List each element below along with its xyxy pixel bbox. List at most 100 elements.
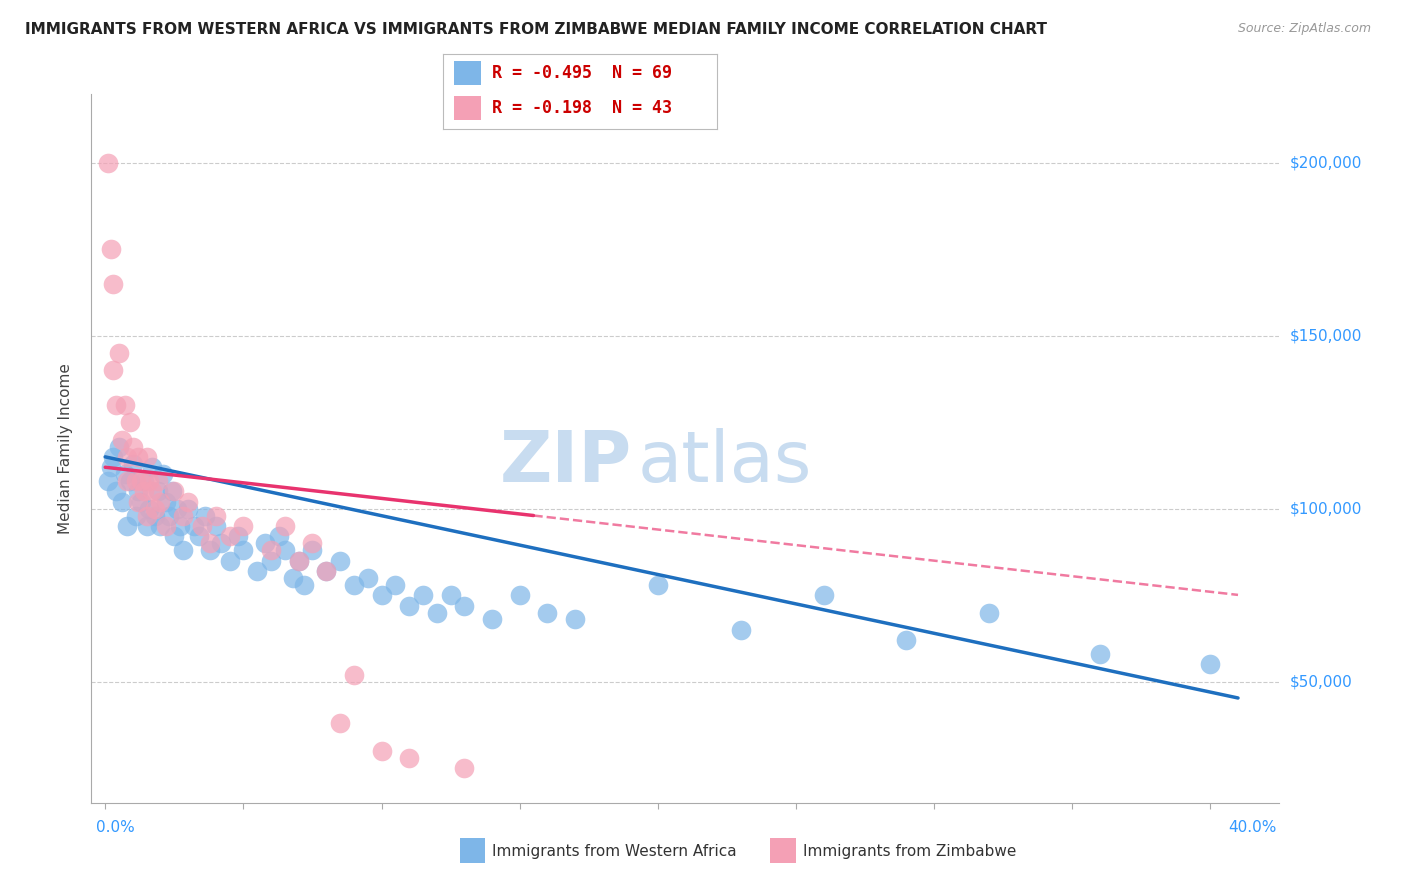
Text: Immigrants from Zimbabwe: Immigrants from Zimbabwe xyxy=(803,845,1017,859)
Point xyxy=(200,543,222,558)
Point xyxy=(146,474,169,488)
Point xyxy=(813,588,835,602)
Point xyxy=(143,508,166,523)
Point xyxy=(124,474,146,488)
Point xyxy=(287,554,309,568)
Point xyxy=(141,460,163,475)
Text: $50,000: $50,000 xyxy=(1289,674,1353,690)
Point xyxy=(218,529,240,543)
Point xyxy=(152,467,174,482)
Point xyxy=(232,543,254,558)
Point xyxy=(143,501,166,516)
Point xyxy=(254,536,277,550)
Point xyxy=(172,508,194,523)
Point xyxy=(132,474,155,488)
Text: atlas: atlas xyxy=(638,428,813,497)
Point xyxy=(191,519,214,533)
Text: IMMIGRANTS FROM WESTERN AFRICA VS IMMIGRANTS FROM ZIMBABWE MEDIAN FAMILY INCOME : IMMIGRANTS FROM WESTERN AFRICA VS IMMIGR… xyxy=(25,22,1047,37)
Point xyxy=(188,529,211,543)
Point xyxy=(121,457,143,471)
Point xyxy=(329,716,352,731)
Point xyxy=(149,519,172,533)
Text: $100,000: $100,000 xyxy=(1289,501,1361,516)
Point xyxy=(226,529,249,543)
Point xyxy=(163,529,186,543)
Point xyxy=(398,751,420,765)
Text: 0.0%: 0.0% xyxy=(96,821,135,835)
Point xyxy=(218,554,240,568)
Text: Immigrants from Western Africa: Immigrants from Western Africa xyxy=(492,845,737,859)
Point xyxy=(287,554,309,568)
Point xyxy=(481,612,503,626)
Point xyxy=(103,363,125,377)
Point xyxy=(97,156,120,170)
Point xyxy=(108,440,131,454)
Point xyxy=(120,415,142,429)
Text: R = -0.198  N = 43: R = -0.198 N = 43 xyxy=(492,99,672,117)
Point xyxy=(509,588,531,602)
Point xyxy=(329,554,352,568)
Point xyxy=(129,474,152,488)
Point xyxy=(155,495,177,509)
Point xyxy=(200,536,222,550)
Point xyxy=(97,474,120,488)
Point xyxy=(138,501,160,516)
Point xyxy=(111,495,134,509)
Point xyxy=(269,529,291,543)
Point xyxy=(114,398,136,412)
Point xyxy=(105,398,128,412)
Text: 40.0%: 40.0% xyxy=(1229,821,1277,835)
Point xyxy=(246,564,269,578)
Point xyxy=(281,571,304,585)
Point xyxy=(183,519,205,533)
Point xyxy=(1199,657,1222,672)
Y-axis label: Median Family Income: Median Family Income xyxy=(58,363,73,533)
Point xyxy=(343,668,366,682)
Point xyxy=(157,508,180,523)
Point xyxy=(100,243,122,257)
Point xyxy=(1088,647,1111,661)
Point xyxy=(149,495,172,509)
Point xyxy=(453,761,475,775)
Point xyxy=(260,543,283,558)
Point xyxy=(979,606,1001,620)
Bar xyxy=(454,62,481,86)
Point xyxy=(315,564,337,578)
Point xyxy=(194,508,217,523)
Point xyxy=(357,571,380,585)
Point xyxy=(896,633,918,648)
Point xyxy=(204,508,226,523)
Text: ZIP: ZIP xyxy=(499,428,631,497)
Point xyxy=(730,623,752,637)
Point xyxy=(129,495,152,509)
Text: R = -0.495  N = 69: R = -0.495 N = 69 xyxy=(492,64,672,82)
Point xyxy=(105,484,128,499)
Point xyxy=(135,508,157,523)
Text: $200,000: $200,000 xyxy=(1289,155,1361,170)
Point xyxy=(177,495,200,509)
Point xyxy=(120,474,142,488)
Point xyxy=(169,519,191,533)
Point xyxy=(138,474,160,488)
Point xyxy=(160,484,183,499)
Point xyxy=(260,554,283,568)
Point xyxy=(370,744,392,758)
Point xyxy=(232,519,254,533)
Text: Source: ZipAtlas.com: Source: ZipAtlas.com xyxy=(1237,22,1371,36)
Text: $150,000: $150,000 xyxy=(1289,328,1361,343)
Point xyxy=(117,519,139,533)
Point xyxy=(127,450,149,464)
Point xyxy=(209,536,232,550)
Point xyxy=(103,450,125,464)
Point xyxy=(132,484,155,499)
Point xyxy=(412,588,434,602)
Point xyxy=(117,474,139,488)
Point xyxy=(127,495,149,509)
Point xyxy=(166,501,188,516)
Point xyxy=(564,612,586,626)
Point xyxy=(274,519,297,533)
Point xyxy=(127,484,149,499)
Point xyxy=(453,599,475,613)
Point xyxy=(398,599,420,613)
Point xyxy=(343,578,366,592)
